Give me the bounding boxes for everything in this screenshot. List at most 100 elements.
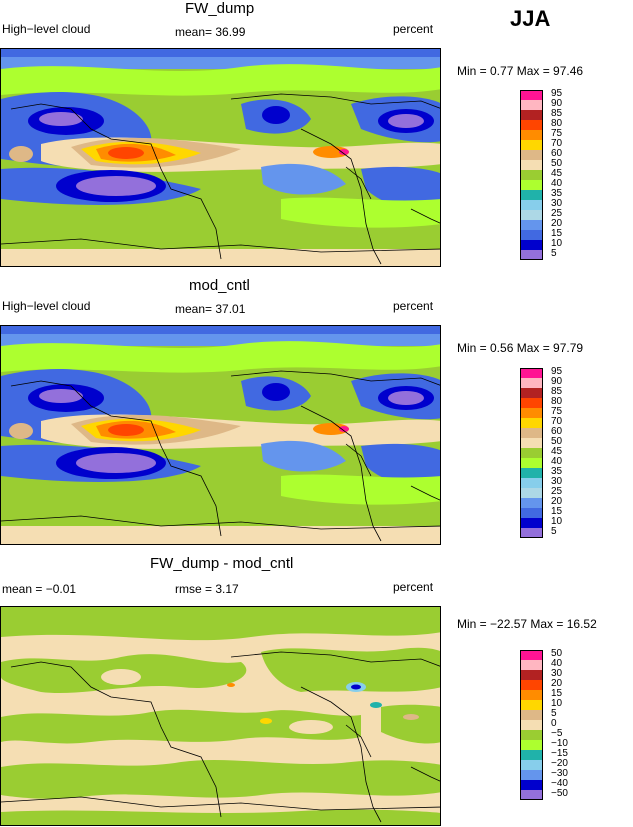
legend-swatch — [520, 200, 543, 210]
legend-label: 25 — [551, 486, 563, 497]
panel-2-contour-plot — [1, 326, 440, 544]
legend-label: 15 — [551, 228, 563, 239]
legend-label: 30 — [551, 476, 563, 487]
legend-label: 80 — [551, 118, 563, 129]
legend-swatch — [520, 150, 543, 160]
legend-label: 40 — [551, 456, 563, 467]
legend-label: 35 — [551, 466, 563, 477]
panel-2-map — [0, 325, 441, 545]
legend-label: 60 — [551, 426, 563, 437]
legend-label: −40 — [551, 778, 568, 789]
legend-label: 50 — [551, 158, 563, 169]
legend-swatch — [520, 720, 543, 730]
panel-3-contour-plot — [1, 607, 440, 825]
legend-swatch — [520, 140, 543, 150]
legend-label: −10 — [551, 738, 568, 749]
legend-swatch — [520, 740, 543, 750]
legend-swatch — [520, 690, 543, 700]
legend-swatch — [520, 780, 543, 790]
legend-swatch — [520, 650, 543, 660]
panel-2-minmax: Min = 0.56 Max = 97.79 — [457, 341, 584, 355]
legend-swatch — [520, 170, 543, 180]
panel-2-title: mod_cntl — [189, 277, 250, 294]
legend-label: 30 — [551, 668, 563, 679]
panel-3-title: FW_dump - mod_cntl — [150, 555, 294, 572]
legend-label: 10 — [551, 238, 563, 249]
legend-label: 70 — [551, 416, 563, 427]
panel-2-variable: High−level cloud — [2, 299, 91, 313]
legend-swatch — [520, 230, 543, 240]
legend-label: 50 — [551, 648, 563, 659]
legend-swatch — [520, 220, 543, 230]
legend-swatch — [520, 160, 543, 170]
legend-label: −30 — [551, 768, 568, 779]
panel-3-rmse: rmse = 3.17 — [175, 582, 239, 596]
legend-swatch — [520, 378, 543, 388]
legend-swatch — [520, 438, 543, 448]
legend-swatch — [520, 710, 543, 720]
legend-swatch — [520, 770, 543, 780]
panel-3-minmax: Min = −22.57 Max = 16.52 — [457, 617, 597, 631]
legend-swatch — [520, 418, 543, 428]
legend-swatch — [520, 478, 543, 488]
legend-label: 0 — [551, 718, 557, 729]
panel-2-mean: mean= 37.01 — [175, 302, 246, 316]
panel-1-mean: mean= 36.99 — [175, 25, 246, 39]
legend-label: 15 — [551, 688, 563, 699]
panel-1-contour-plot — [1, 49, 440, 266]
panel-1-title: FW_dump — [185, 0, 255, 17]
legend-label: 30 — [551, 198, 563, 209]
panel-3-mean: mean = −0.01 — [2, 582, 77, 596]
legend-swatch — [520, 388, 543, 398]
legend-label: 45 — [551, 168, 563, 179]
legend-swatch — [520, 210, 543, 220]
legend-swatch — [520, 180, 543, 190]
legend-label: 40 — [551, 178, 563, 189]
panel-1-unit: percent — [393, 22, 434, 36]
legend-swatch — [520, 528, 543, 538]
legend-swatch — [520, 90, 543, 100]
legend-swatch — [520, 408, 543, 418]
legend-label: −5 — [551, 728, 563, 739]
legend-label: 90 — [551, 98, 563, 109]
legend-swatch — [520, 110, 543, 120]
panel-1-variable: High−level cloud — [2, 22, 91, 36]
legend-swatch — [520, 468, 543, 478]
legend-label: 85 — [551, 108, 563, 119]
legend-label: 20 — [551, 678, 563, 689]
legend-label: 95 — [551, 366, 563, 377]
legend-swatch — [520, 100, 543, 110]
legend-swatch — [520, 660, 543, 670]
legend-label: 10 — [551, 698, 563, 709]
panel-3-unit: percent — [393, 580, 434, 594]
legend-swatch — [520, 760, 543, 770]
legend-label: 80 — [551, 396, 563, 407]
legend-swatch — [520, 750, 543, 760]
legend-label: 85 — [551, 386, 563, 397]
panel-1-map — [0, 48, 441, 267]
panel-2-unit: percent — [393, 299, 434, 313]
panel-3-map — [0, 606, 441, 826]
legend-swatch — [520, 670, 543, 680]
legend-swatch — [520, 680, 543, 690]
legend-label: −50 — [551, 788, 568, 799]
legend-swatch — [520, 190, 543, 200]
legend-swatch — [520, 448, 543, 458]
legend-swatch — [520, 130, 543, 140]
legend-label: 10 — [551, 516, 563, 527]
legend-swatch — [520, 508, 543, 518]
legend-swatch — [520, 498, 543, 508]
legend-swatch — [520, 250, 543, 260]
legend-label: 5 — [551, 248, 557, 259]
legend-swatch — [520, 120, 543, 130]
legend-label: 40 — [551, 658, 563, 669]
legend-swatch — [520, 398, 543, 408]
legend-label: 20 — [551, 496, 563, 507]
panel-1-minmax: Min = 0.77 Max = 97.46 — [457, 64, 584, 78]
legend-label: 35 — [551, 188, 563, 199]
legend-label: 70 — [551, 138, 563, 149]
legend-label: 20 — [551, 218, 563, 229]
legend-label: 25 — [551, 208, 563, 219]
legend-label: −15 — [551, 748, 568, 759]
legend-swatch — [520, 790, 543, 800]
